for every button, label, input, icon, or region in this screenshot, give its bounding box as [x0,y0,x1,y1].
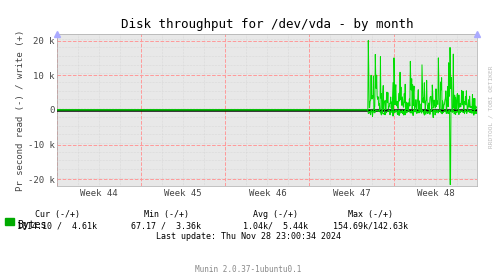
Text: RRDTOOL / TOBI OETIKER: RRDTOOL / TOBI OETIKER [489,65,494,148]
Text: 1.04k/  5.44k: 1.04k/ 5.44k [244,221,308,230]
Text: 154.69k/142.63k: 154.69k/142.63k [333,221,408,230]
Text: 1014.10 /  4.61k: 1014.10 / 4.61k [17,221,97,230]
Text: Bytes: Bytes [17,220,47,230]
Text: 67.17 /  3.36k: 67.17 / 3.36k [132,221,201,230]
Text: Munin 2.0.37-1ubuntu0.1: Munin 2.0.37-1ubuntu0.1 [195,265,302,274]
Text: Max (-/+): Max (-/+) [348,210,393,219]
Title: Disk throughput for /dev/vda - by month: Disk throughput for /dev/vda - by month [121,18,414,31]
Text: Last update: Thu Nov 28 23:00:34 2024: Last update: Thu Nov 28 23:00:34 2024 [156,232,341,241]
Text: Min (-/+): Min (-/+) [144,210,189,219]
Text: Cur (-/+): Cur (-/+) [35,210,80,219]
Text: Avg (-/+): Avg (-/+) [253,210,298,219]
Y-axis label: Pr second read (-) / write (+): Pr second read (-) / write (+) [16,29,25,190]
